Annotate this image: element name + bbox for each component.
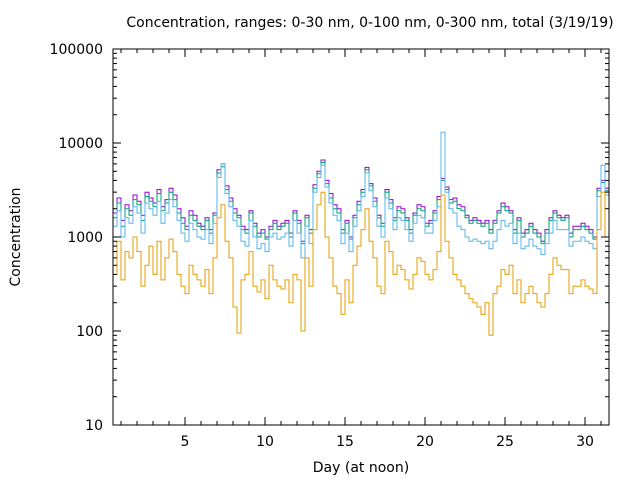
y-tick-label: 100000 bbox=[50, 42, 103, 58]
x-axis-label: Day (at noon) bbox=[313, 460, 409, 476]
y-tick-label: 1000 bbox=[67, 230, 103, 246]
x-tick-label: 20 bbox=[416, 434, 434, 450]
y-tick-label: 10000 bbox=[58, 136, 103, 152]
series-line-0-30-nm bbox=[113, 191, 610, 336]
y-tick-label: 10 bbox=[85, 418, 103, 434]
y-tick-label: 100 bbox=[76, 324, 103, 340]
x-tick-label: 10 bbox=[256, 434, 274, 450]
y-axis-label: Concentration bbox=[8, 187, 24, 286]
x-axis-ticks: 5 10 15 20 25 30 bbox=[120, 49, 602, 450]
x-tick-label: 5 bbox=[181, 434, 190, 450]
x-tick-label: 25 bbox=[496, 434, 514, 450]
series-line-0-100-nm bbox=[113, 131, 610, 259]
x-tick-label: 15 bbox=[336, 434, 354, 450]
chart-title: Concentration, ranges: 0-30 nm, 0-100 nm… bbox=[126, 15, 613, 31]
series-group bbox=[113, 131, 610, 336]
y-axis-ticks: 10 100 1000 10000 100000 bbox=[50, 42, 609, 434]
x-tick-label: 30 bbox=[576, 434, 594, 450]
